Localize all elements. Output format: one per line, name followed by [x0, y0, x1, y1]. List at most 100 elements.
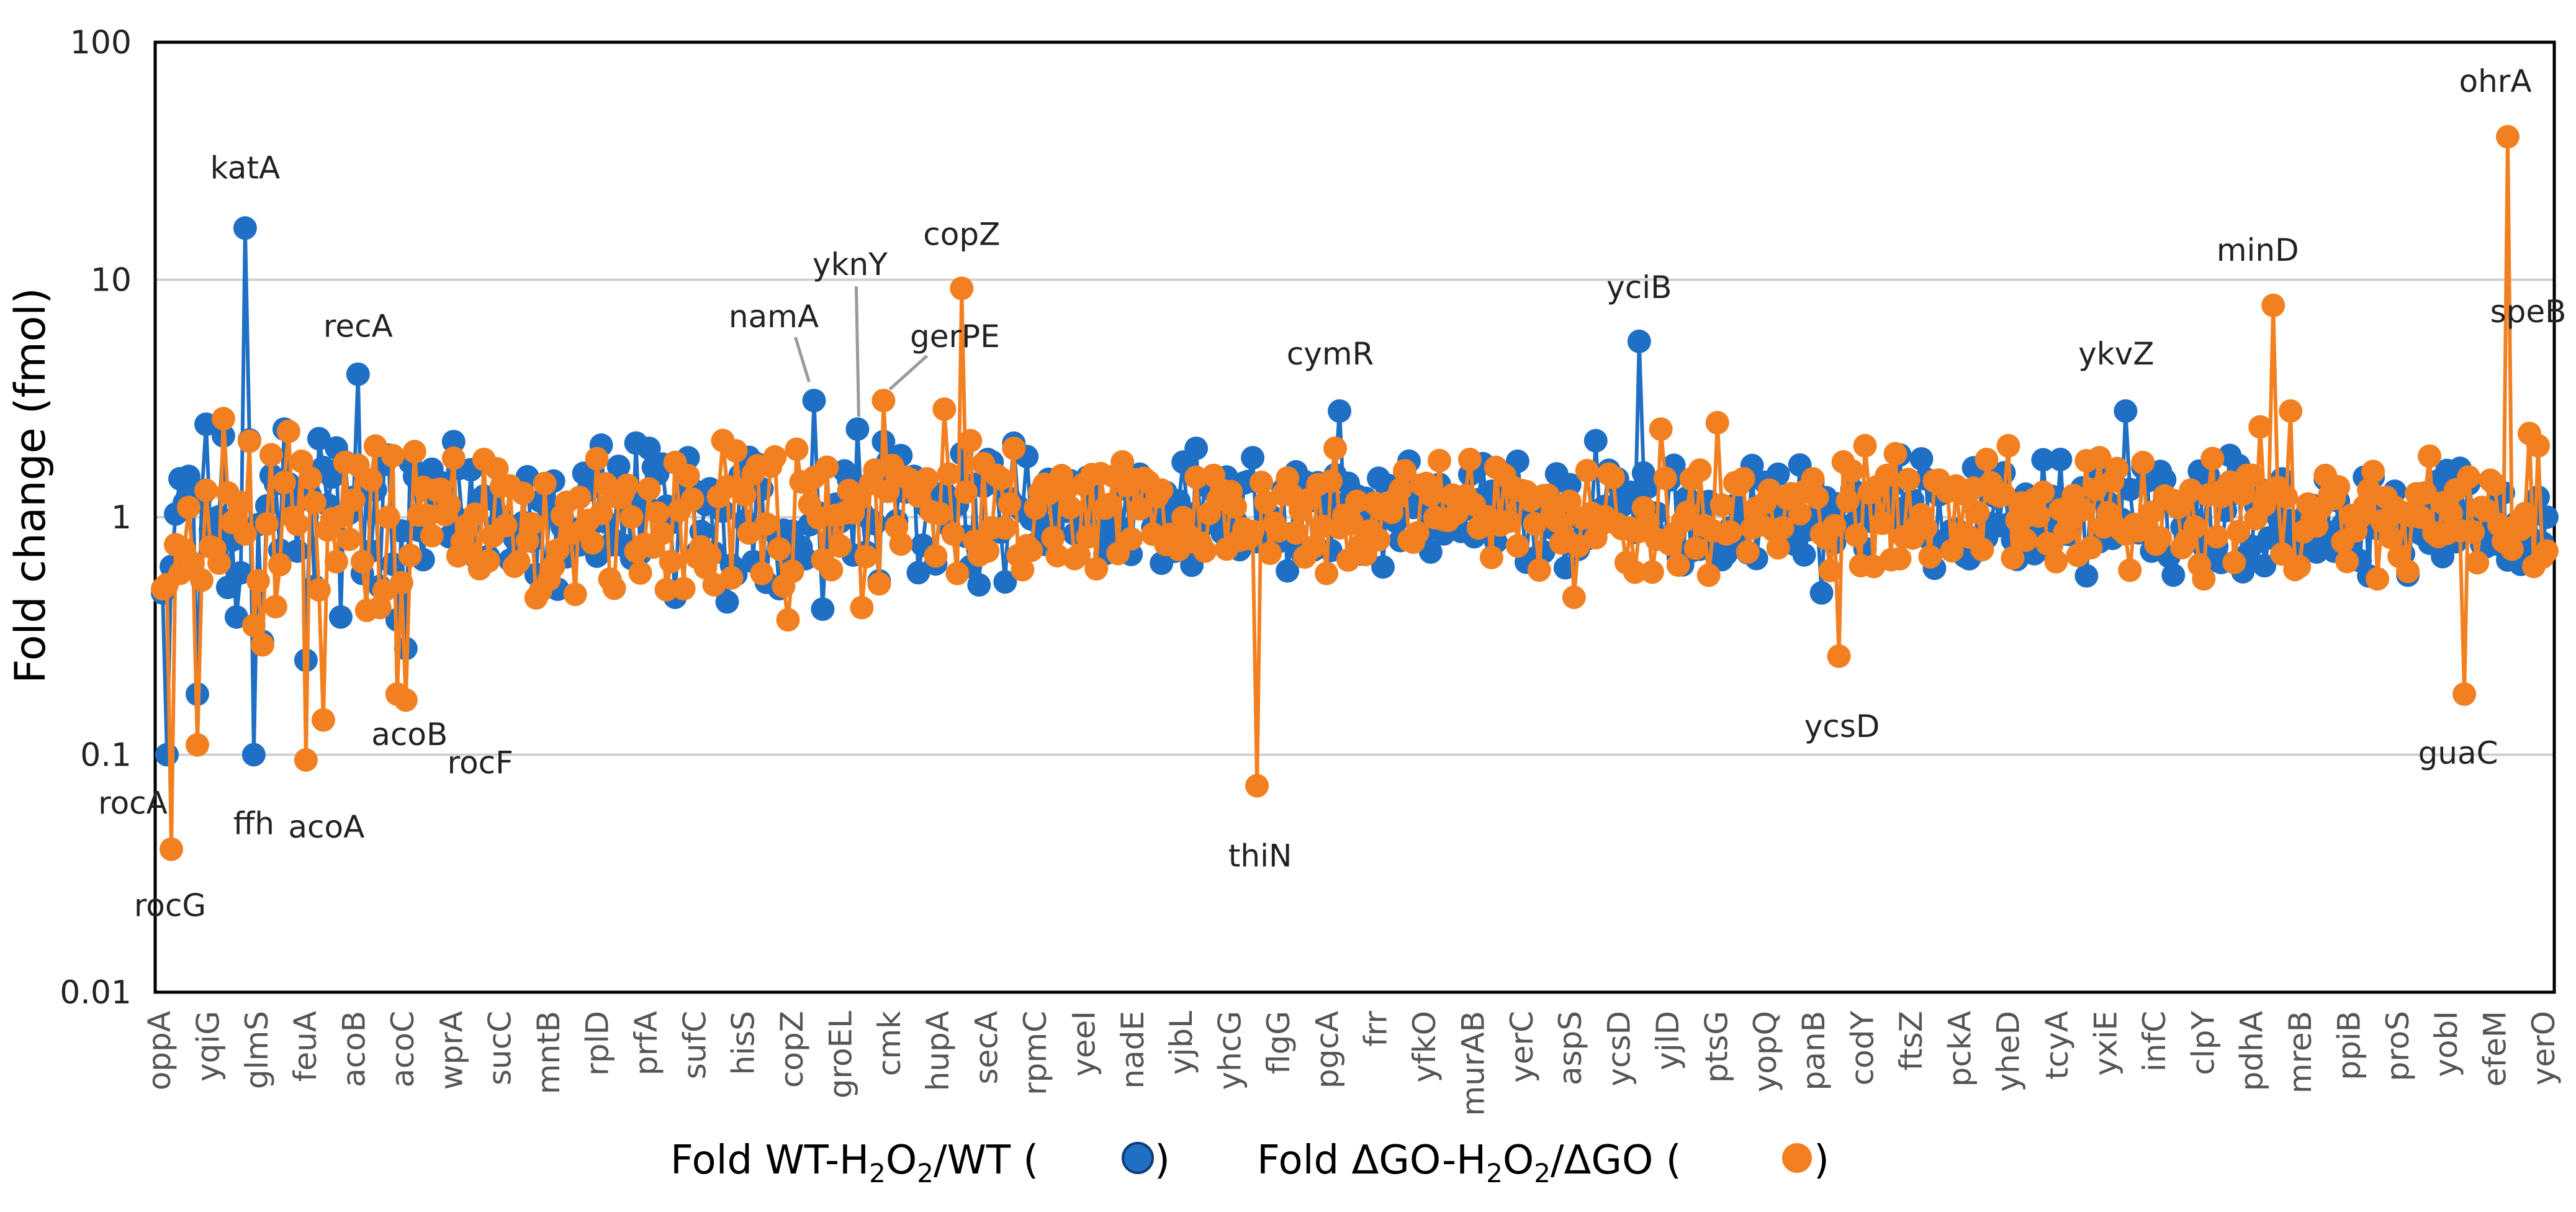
data-point	[680, 487, 705, 512]
data-point	[1184, 465, 1209, 489]
legend-label-dgo: Fold ΔGO-H2O2/ΔGO (	[1257, 1137, 1682, 1188]
data-point	[1583, 428, 1608, 453]
data-point	[2118, 558, 2142, 582]
x-tick-label: tcyA	[2039, 1011, 2075, 1080]
data-point	[2231, 482, 2255, 507]
data-point	[2253, 554, 2277, 578]
x-tick-label: acoC	[385, 1011, 421, 1088]
y-tick-label: 100	[70, 24, 132, 61]
data-point	[2031, 448, 2055, 472]
data-point	[1666, 553, 1690, 577]
data-point	[2287, 554, 2312, 579]
data-point	[1696, 563, 1721, 587]
data-point	[811, 597, 835, 622]
data-point	[1193, 539, 1217, 563]
x-tick-label: murAB	[1455, 1011, 1491, 1116]
data-point	[2070, 498, 2094, 522]
annotation-speB: speB	[2490, 294, 2567, 330]
data-point	[2096, 500, 2120, 525]
data-point	[1801, 467, 1825, 491]
data-point	[2048, 448, 2073, 471]
data-point	[876, 479, 900, 504]
data-point	[350, 549, 374, 574]
legend-close-wt: )	[1155, 1137, 1170, 1183]
x-tick-label: copZ	[774, 1011, 810, 1088]
data-point	[1709, 493, 1734, 517]
data-point	[2466, 551, 2490, 575]
annotation-ohrA: ohrA	[2459, 63, 2532, 99]
x-tick-label: ppiB	[2331, 1011, 2367, 1080]
data-point	[1002, 436, 1026, 461]
series-dgo	[151, 125, 2559, 861]
data-point	[2335, 549, 2359, 574]
data-point	[420, 523, 444, 548]
data-point	[2496, 125, 2520, 149]
x-tick-label: oppA	[142, 1011, 178, 1090]
data-point	[993, 516, 1017, 540]
data-point	[346, 362, 370, 386]
data-point	[2114, 399, 2138, 423]
data-point	[1870, 511, 1894, 535]
data-point	[186, 733, 209, 757]
data-point	[941, 522, 965, 546]
data-point	[1284, 521, 1308, 545]
data-point	[398, 543, 422, 568]
data-point	[732, 483, 757, 507]
annotation-cymR: cymR	[1287, 336, 1374, 372]
legend-close-dgo: )	[1814, 1137, 1829, 1183]
annotation-namA: namA	[729, 299, 819, 335]
leader-yknY	[854, 286, 860, 417]
data-point	[1688, 458, 1712, 482]
data-point	[463, 502, 487, 527]
data-point	[2452, 682, 2477, 706]
annotation-acoA: acoA	[288, 809, 364, 845]
y-tick-label: 0.1	[80, 737, 132, 774]
x-tick-label: sufC	[677, 1011, 713, 1079]
data-point	[250, 633, 274, 657]
data-point	[268, 553, 292, 577]
data-point	[932, 397, 957, 421]
data-point	[1623, 560, 1647, 584]
x-tick-label: pckA	[1942, 1011, 1978, 1087]
x-tick-label: cmk	[871, 1011, 907, 1076]
data-point	[867, 572, 891, 596]
data-point	[854, 545, 878, 569]
data-point	[750, 561, 774, 586]
data-point	[381, 443, 405, 468]
data-point	[976, 539, 1000, 563]
data-point	[2148, 526, 2173, 550]
data-point	[1371, 555, 1395, 579]
data-point	[1128, 497, 1152, 521]
x-tick-label: rplD	[579, 1011, 615, 1076]
data-point	[328, 605, 353, 629]
data-point	[993, 570, 1017, 594]
data-point	[2483, 473, 2506, 497]
data-point	[415, 504, 439, 528]
data-point	[359, 468, 383, 492]
legend-marker-wt	[1122, 1142, 1154, 1174]
annotation-minD: minD	[2217, 232, 2299, 268]
data-point	[989, 466, 1013, 491]
data-point	[715, 590, 739, 614]
data-point	[1527, 558, 1551, 582]
data-point	[1223, 495, 1248, 519]
data-point	[1345, 489, 1369, 513]
data-point	[1302, 535, 1325, 559]
data-point	[337, 527, 361, 551]
data-point	[2418, 444, 2442, 468]
x-tick-label: hisS	[726, 1011, 762, 1075]
data-point	[302, 491, 327, 515]
data-point	[241, 613, 266, 638]
data-point	[507, 549, 531, 574]
data-point	[2366, 567, 2390, 591]
data-point	[476, 549, 500, 573]
data-point	[1683, 536, 1708, 560]
data-point	[924, 544, 948, 568]
data-point	[307, 427, 331, 451]
data-point	[567, 486, 592, 510]
data-point	[776, 608, 800, 632]
data-point	[233, 522, 257, 546]
annotation-gerPE: gerPE	[910, 319, 1000, 355]
data-point	[1818, 558, 1842, 582]
data-point	[276, 419, 300, 443]
